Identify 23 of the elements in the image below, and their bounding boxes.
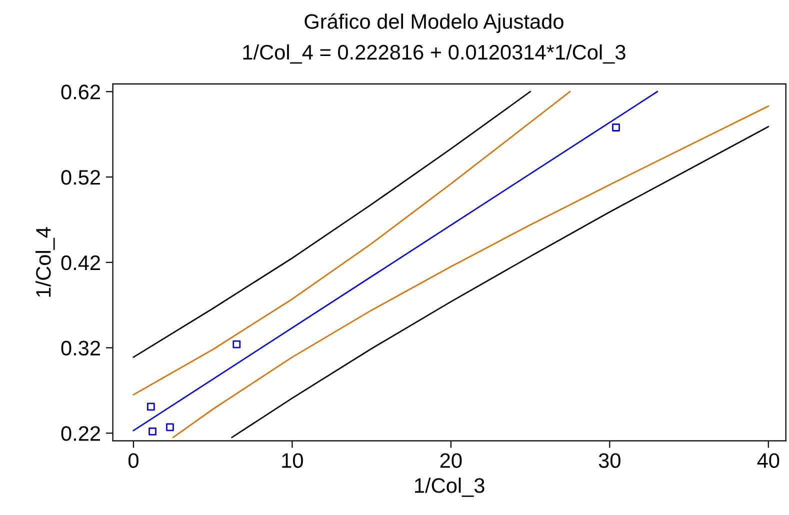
x-tick-label: 10: [282, 453, 303, 468]
point: [232, 340, 241, 348]
y-tick-label: 0.62: [61, 84, 100, 100]
line-series: [172, 105, 770, 438]
x-tick-label: 20: [440, 453, 462, 468]
y-tick-label: 0.42: [61, 255, 100, 270]
point: [166, 423, 174, 432]
point: [146, 402, 155, 411]
y-tick-label: 0.22: [61, 426, 100, 441]
point: [612, 124, 620, 132]
x-axis-title: 1/Col_3: [415, 478, 484, 497]
point: [148, 427, 156, 436]
y-tick-label: 0.32: [61, 340, 100, 356]
y-axis-title: 1/Col_4: [36, 227, 55, 297]
chart-subtitle: 1/Col_4 = 0.222816 + 0.0120314*1/Col_3: [243, 44, 626, 64]
line-series: [132, 90, 531, 358]
chart-title: Gráfico del Modelo Ajustado: [304, 13, 564, 34]
x-tick-label: 0: [128, 453, 138, 468]
line-series: [231, 126, 770, 438]
line-series: [132, 90, 571, 396]
y-tick-label: 0.52: [61, 170, 100, 185]
x-tick-label: 30: [598, 453, 620, 468]
x-tick-label: 40: [757, 453, 780, 468]
